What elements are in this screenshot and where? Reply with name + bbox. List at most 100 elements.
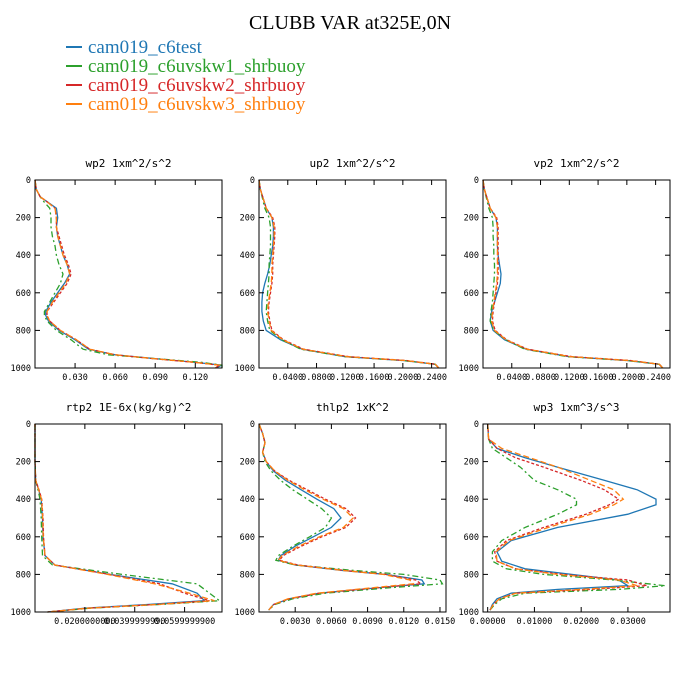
y-tick-label: 600 (16, 533, 31, 543)
y-tick-label: 400 (464, 251, 479, 261)
y-tick-label: 400 (240, 251, 255, 261)
x-tick-label: 0.02000 (563, 617, 599, 627)
y-tick-label: 600 (240, 533, 255, 543)
series-line (487, 423, 638, 611)
panel-title: wp3 1xm^3/s^3 (533, 401, 619, 414)
legend-item: cam019_c6test (66, 38, 305, 57)
series-line (482, 179, 664, 369)
legend-swatch-icon (66, 103, 82, 106)
series-line (34, 424, 215, 613)
series-line (258, 423, 426, 611)
x-tick-label: 0.0400 (272, 373, 303, 383)
x-tick-label: 0.0120 (388, 617, 419, 627)
legend: cam019_c6test cam019_c6uvskw1_shrbuoy ca… (66, 38, 305, 114)
y-tick-label: 600 (464, 533, 479, 543)
legend-item: cam019_c6uvskw3_shrbuoy (66, 95, 305, 114)
series-line (482, 179, 664, 369)
x-tick-label: 0.0030 (280, 617, 311, 627)
y-tick-label: 800 (16, 570, 31, 580)
plot-frame (34, 423, 223, 613)
x-tick-label: 0.1600 (359, 373, 390, 383)
x-tick-label: 0.0090 (352, 617, 383, 627)
y-tick-label: 1000 (235, 608, 255, 618)
panel-title: thlp2 1xK^2 (316, 401, 389, 414)
y-tick-label: 600 (240, 289, 255, 299)
x-tick-label: 0.0399999990 (104, 617, 165, 627)
series-line (34, 424, 222, 613)
y-tick-label: 1000 (11, 608, 31, 618)
y-tick-label: 200 (240, 214, 255, 224)
x-tick-label: 0.1200 (330, 373, 361, 383)
x-tick-label: 0.0060 (316, 617, 347, 627)
legend-swatch-icon (66, 46, 82, 49)
x-tick-label: 0.0800 (301, 373, 332, 383)
y-tick-label: 600 (16, 289, 31, 299)
x-tick-label: 0.0200000000 (54, 617, 115, 627)
y-tick-label: 800 (16, 326, 31, 336)
x-tick-label: 0.060 (102, 373, 128, 383)
figure-title: CLUBB VAR at325E,0N (248, 12, 452, 34)
y-tick-label: 200 (16, 458, 31, 468)
y-tick-label: 0 (474, 420, 479, 430)
x-tick-label: 0.2400 (416, 373, 447, 383)
y-tick-label: 800 (464, 326, 479, 336)
plot-frame (482, 423, 671, 613)
legend-label: cam019_c6uvskw2_shrbuoy (88, 75, 306, 96)
x-tick-label: 0.1200 (554, 373, 585, 383)
x-tick-label: 0.090 (142, 373, 168, 383)
legend-swatch-icon (66, 65, 82, 68)
plot-frame (258, 423, 447, 613)
y-tick-label: 200 (464, 214, 479, 224)
x-tick-label: 0.120 (182, 373, 208, 383)
series-line (482, 179, 664, 369)
legend-label: cam019_c6test (88, 37, 202, 58)
y-tick-label: 1000 (11, 364, 31, 374)
series-line (258, 179, 440, 369)
x-tick-label: 0.0599999900 (154, 617, 215, 627)
legend-item: cam019_c6uvskw2_shrbuoy (66, 76, 305, 95)
y-tick-label: 1000 (459, 364, 479, 374)
legend-item: cam019_c6uvskw1_shrbuoy (66, 57, 305, 76)
x-tick-label: 0.2000 (387, 373, 418, 383)
y-tick-label: 400 (464, 495, 479, 505)
series-line (258, 179, 440, 369)
y-tick-label: 200 (240, 458, 255, 468)
y-tick-label: 1000 (459, 608, 479, 618)
panel-title: vp2 1xm^2/s^2 (533, 157, 619, 170)
x-tick-label: 0.03000 (610, 617, 646, 627)
y-tick-label: 800 (240, 326, 255, 336)
y-tick-label: 400 (16, 251, 31, 261)
x-tick-label: 0.2000 (611, 373, 642, 383)
series-line (34, 179, 222, 369)
y-tick-label: 0 (250, 176, 255, 186)
y-tick-label: 0 (250, 420, 255, 430)
y-tick-label: 200 (464, 458, 479, 468)
x-tick-label: 0.1600 (583, 373, 614, 383)
panel-title: rtp2 1E-6x(kg/kg)^2 (66, 401, 192, 414)
y-tick-label: 400 (16, 495, 31, 505)
panel-title: up2 1xm^2/s^2 (309, 157, 395, 170)
series-line (482, 179, 664, 369)
y-tick-label: 600 (464, 289, 479, 299)
series-line (258, 179, 440, 369)
panel-title: wp2 1xm^2/s^2 (85, 157, 171, 170)
y-tick-label: 800 (464, 570, 479, 580)
series-line (258, 179, 440, 369)
x-tick-label: 0.2400 (640, 373, 671, 383)
y-tick-label: 400 (240, 495, 255, 505)
series-line (487, 423, 657, 611)
legend-label: cam019_c6uvskw3_shrbuoy (88, 94, 306, 115)
y-tick-label: 800 (240, 570, 255, 580)
x-tick-label: 0.01000 (517, 617, 553, 627)
series-line (34, 179, 223, 368)
plot-frame (258, 179, 447, 369)
y-tick-label: 200 (16, 214, 31, 224)
series-line (258, 423, 415, 611)
legend-swatch-icon (66, 84, 82, 87)
y-tick-label: 0 (26, 420, 31, 430)
plot-frame (34, 179, 223, 369)
plot-frame (482, 179, 671, 369)
x-tick-label: 0.0800 (525, 373, 556, 383)
series-line (487, 423, 666, 611)
